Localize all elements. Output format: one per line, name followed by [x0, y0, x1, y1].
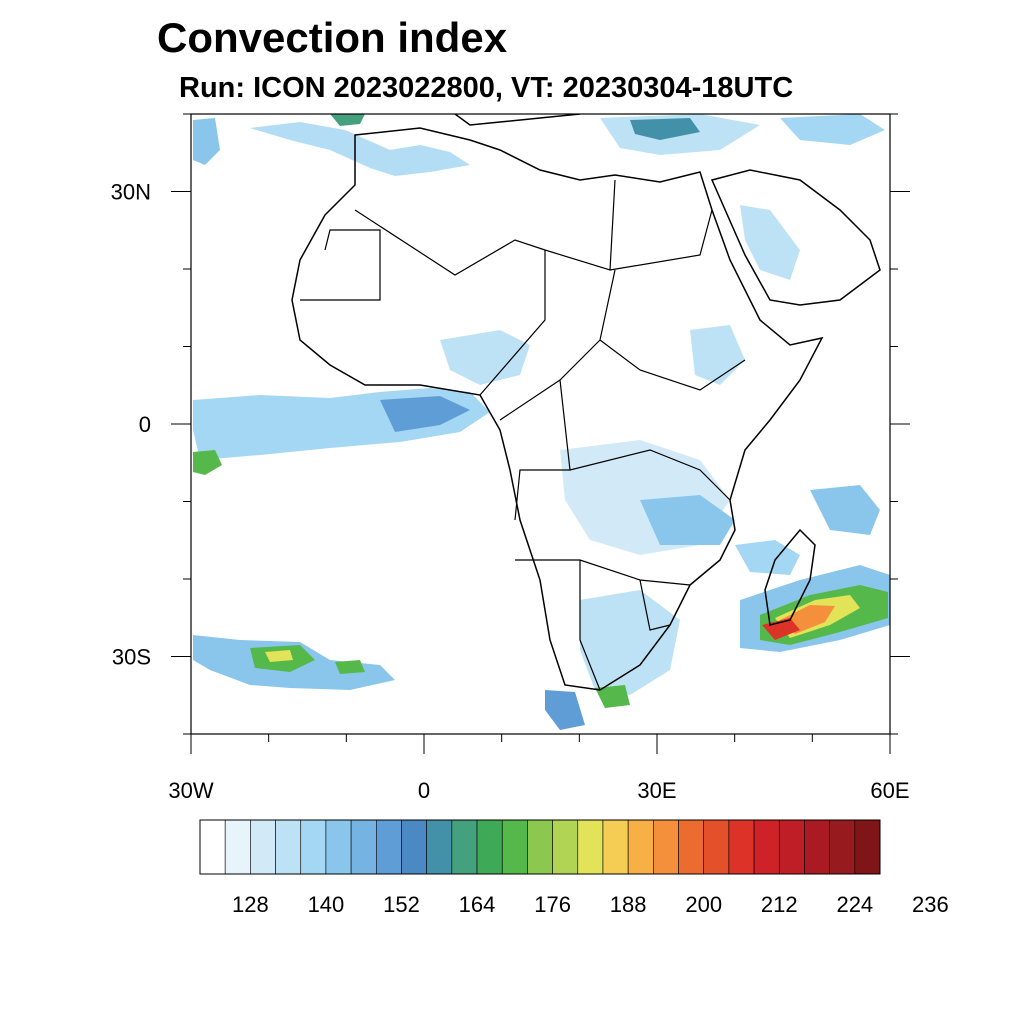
- colorbar-swatch: [602, 819, 629, 875]
- chart-title: Convection index: [157, 14, 508, 61]
- colorbar-swatch: [501, 819, 528, 875]
- colorbar-swatch: [527, 819, 553, 875]
- lat-tick-label: 30S: [112, 645, 151, 670]
- field-blob: [640, 495, 735, 545]
- convection-field: [193, 114, 890, 730]
- field-blob: [595, 685, 630, 708]
- colorbar-label: 200: [685, 892, 722, 917]
- colorbar-swatch: [476, 819, 503, 875]
- field-blob: [735, 540, 800, 575]
- colorbar-swatch: [854, 819, 881, 875]
- field-blob: [630, 118, 700, 140]
- colorbar-swatch: [552, 819, 579, 875]
- colorbar-swatch: [728, 819, 755, 875]
- field-blob: [440, 330, 530, 385]
- field-blob: [762, 618, 800, 640]
- colorbar-swatch: [653, 819, 679, 875]
- colorbar-swatch: [199, 819, 226, 875]
- colorbar: [199, 819, 881, 875]
- colorbar-label: 176: [534, 892, 571, 917]
- colorbar-label: 164: [459, 892, 496, 917]
- field-blob: [380, 396, 470, 432]
- field-blob: [265, 650, 293, 662]
- country-borders: [300, 179, 746, 691]
- lon-tick-label: 60E: [870, 778, 909, 803]
- colorbar-swatch: [804, 819, 830, 875]
- colorbar-swatch: [224, 819, 251, 875]
- colorbar-swatch: [300, 819, 327, 875]
- colorbar-swatch: [401, 819, 427, 875]
- colorbar-frame: [199, 819, 881, 875]
- field-blob: [580, 590, 680, 695]
- mediterranean-north: [454, 114, 581, 126]
- colorbar-label: 212: [761, 892, 798, 917]
- colorbar-label: 128: [232, 892, 269, 917]
- colorbar-label: 140: [308, 892, 345, 917]
- field-blob: [545, 690, 585, 730]
- field-blob: [335, 660, 365, 674]
- colorbar-swatch: [250, 819, 276, 875]
- lat-tick-label: 0: [139, 412, 151, 437]
- chart-subtitle: Run: ICON 2023022800, VT: 20230304-18UTC: [179, 72, 794, 104]
- coastlines: [291, 114, 881, 691]
- field-blob: [193, 450, 222, 475]
- colorbar-swatch: [451, 819, 478, 875]
- field-blob: [810, 485, 880, 535]
- axis-tick-labels: 30W 0 30E 60E 30N 0 30S: [111, 180, 910, 804]
- colorbar-swatch: [829, 819, 856, 875]
- field-blob: [193, 118, 220, 165]
- lat-tick-label: 30N: [111, 180, 151, 205]
- field-blob: [330, 114, 365, 126]
- arabia-coastline: [710, 169, 881, 306]
- colorbar-swatch: [577, 819, 604, 875]
- colorbar-swatch: [325, 819, 352, 875]
- field-blob: [780, 114, 885, 145]
- colorbar-swatch: [678, 819, 705, 875]
- colorbar-swatch: [350, 819, 377, 875]
- lon-tick-label: 30W: [168, 778, 213, 803]
- colorbar-swatch: [627, 819, 654, 875]
- axis-ticks: [171, 113, 910, 754]
- colorbar-swatch: [753, 819, 780, 875]
- field-blob: [740, 205, 800, 280]
- africa-coastline: [291, 127, 824, 691]
- madagascar-coastline: [764, 528, 816, 626]
- colorbar-swatch: [375, 819, 402, 875]
- field-blob: [250, 122, 470, 176]
- colorbar-swatch: [703, 819, 730, 875]
- colorbar-swatch: [275, 819, 302, 875]
- colorbar-label: 188: [610, 892, 647, 917]
- colorbar-label: 152: [383, 892, 420, 917]
- colorbar-swatch: [426, 819, 453, 875]
- lon-tick-label: 0: [418, 778, 430, 803]
- colorbar-label: 236: [912, 892, 949, 917]
- colorbar-label: 224: [836, 892, 873, 917]
- colorbar-labels: 128 140 152 164 176 188 200 212 224 236: [232, 892, 949, 917]
- field-blob: [690, 325, 745, 385]
- colorbar-swatch: [778, 819, 805, 875]
- lon-tick-label: 30E: [637, 778, 676, 803]
